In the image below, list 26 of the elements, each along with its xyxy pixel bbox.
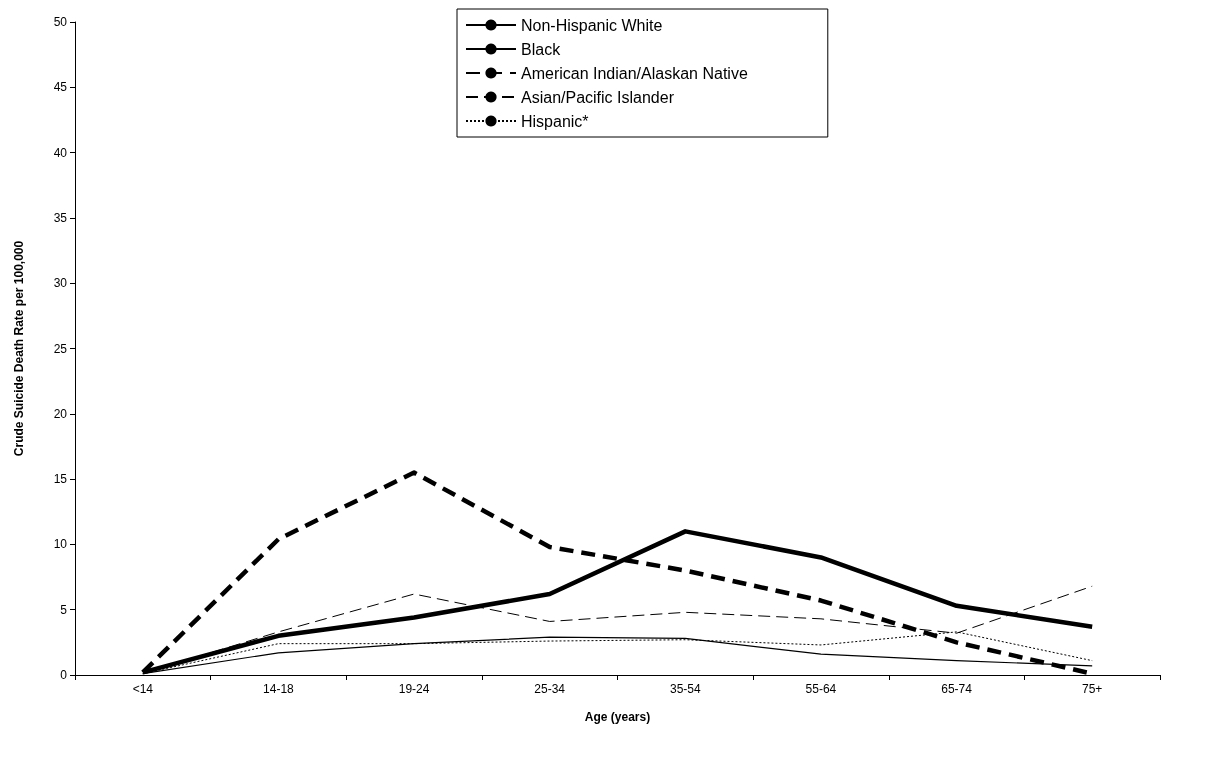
x-tick-label: 14-18	[263, 682, 295, 696]
x-tick-label: 65-74	[941, 682, 973, 696]
y-tick-label: 5	[60, 602, 68, 617]
y-tick-label: 25	[53, 341, 68, 356]
y-tick-label: 0	[60, 668, 68, 682]
x-tick-label: <14	[132, 682, 154, 696]
x-tick-label: 25-34	[534, 682, 566, 696]
legend-label: American Indian/Alaskan Native	[521, 64, 748, 82]
legend-label: Non-Hispanic White	[521, 16, 663, 34]
y-tick-label: 15	[53, 472, 68, 487]
x-tick-label: 75+	[1082, 682, 1103, 696]
y-tick-label: 50	[53, 15, 68, 29]
y-tick-label: 20	[53, 406, 68, 421]
x-tick-label: 19-24	[398, 682, 430, 696]
legend-label: Asian/Pacific Islander	[521, 88, 675, 106]
y-tick-label: 40	[53, 145, 68, 160]
x-tick-label: 55-64	[805, 682, 837, 696]
y-axis-title: Crude Suicide Death Rate per 100,000	[12, 240, 26, 457]
x-tick-label: 35-54	[669, 682, 701, 696]
legend-label: Hispanic*	[521, 112, 589, 130]
legend-label: Black	[521, 40, 562, 58]
x-axis-title: Age (years)	[584, 710, 651, 724]
y-tick-label: 10	[53, 537, 68, 552]
y-tick-label: 30	[53, 276, 68, 291]
y-tick-label: 35	[53, 210, 68, 225]
y-tick-label: 45	[53, 80, 68, 95]
